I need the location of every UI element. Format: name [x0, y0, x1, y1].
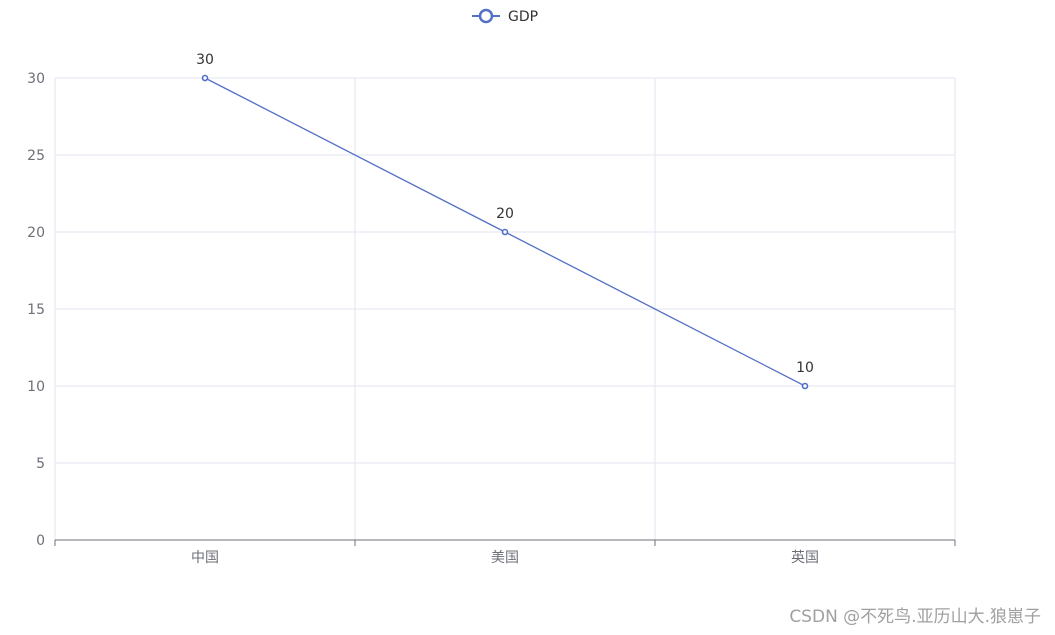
data-label: 10 [796, 360, 814, 376]
legend-marker [478, 8, 494, 24]
series-gdp [201, 74, 809, 390]
y-tick-label: 30 [27, 71, 45, 87]
y-tick-label: 0 [36, 533, 45, 549]
watermark-text: CSDN @不死鸟.亚历山大.狼崽子 [789, 607, 1041, 627]
x-tick-label: 中国 [191, 550, 219, 566]
data-labels: 30 20 10 [196, 52, 814, 376]
y-tick-label: 25 [27, 148, 45, 164]
data-point [201, 74, 209, 82]
data-point [801, 382, 809, 390]
axes: 0 5 10 15 20 25 30 中国 美国 英国 [27, 71, 956, 566]
data-point [501, 228, 509, 236]
x-tick-label: 英国 [791, 549, 819, 566]
y-tick-label: 10 [27, 379, 45, 395]
y-tick-label: 5 [36, 456, 45, 472]
x-tick-label: 美国 [491, 550, 519, 566]
data-label: 20 [496, 206, 514, 222]
legend-label: GDP [508, 9, 538, 25]
grid-lines [54, 77, 956, 540]
y-tick-label: 15 [27, 302, 45, 318]
data-label: 30 [196, 52, 214, 68]
y-tick-label: 20 [27, 225, 45, 241]
legend[interactable]: GDP [472, 8, 538, 25]
